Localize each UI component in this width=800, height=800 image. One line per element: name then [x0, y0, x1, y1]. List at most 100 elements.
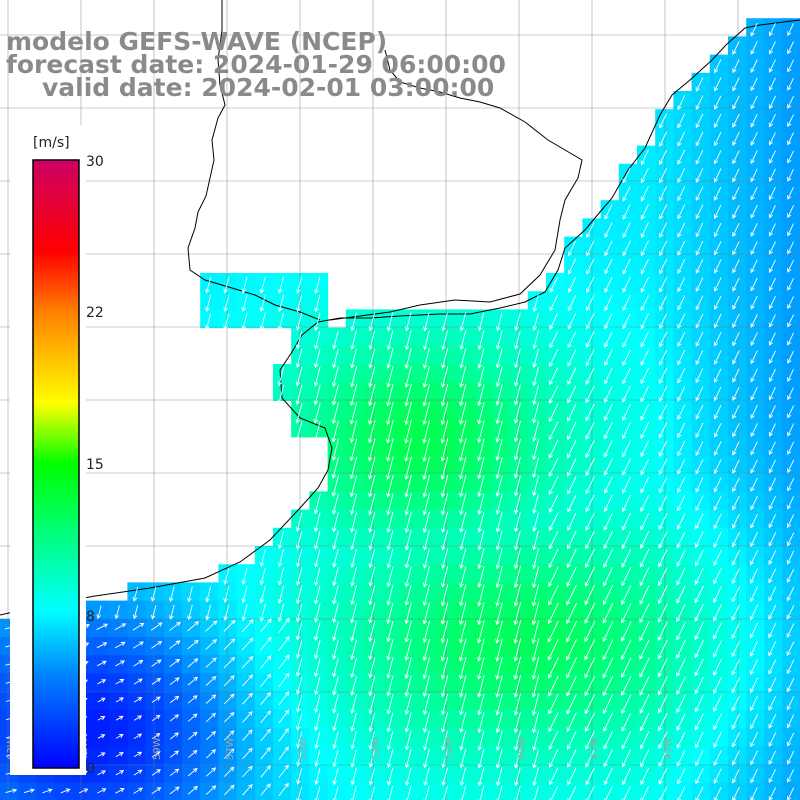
wind-arrow: [603, 530, 613, 550]
wind-arrow: [750, 386, 758, 401]
wind-arrow: [584, 584, 596, 606]
wind-arrow: [115, 679, 125, 685]
wind-arrow: [440, 493, 449, 516]
wind-arrow: [115, 715, 124, 721]
wind-arrow: [115, 752, 124, 757]
wind-arrow: [768, 623, 777, 639]
wind-arrow: [585, 512, 595, 531]
wind-arrow: [495, 566, 503, 589]
wind-arrow: [513, 420, 521, 443]
wind-arrow: [404, 474, 412, 498]
wind-arrow: [531, 602, 540, 626]
wind-arrow: [477, 366, 485, 388]
wind-arrow: [750, 477, 758, 492]
wind-arrow: [584, 548, 595, 569]
wind-arrow: [96, 605, 102, 620]
wind-arrow: [602, 694, 614, 715]
wind-arrow: [768, 550, 777, 566]
wind-arrow: [695, 131, 704, 147]
colorbar-tick-8: 8: [86, 609, 95, 625]
wind-arrow: [677, 149, 686, 165]
wind-arrow: [732, 313, 740, 329]
wind-arrow: [295, 549, 303, 568]
wind-arrow: [513, 493, 521, 515]
wind-arrow: [566, 530, 577, 550]
wind-arrow: [787, 314, 795, 328]
wind-arrow: [695, 113, 704, 129]
wind-arrow: [621, 531, 632, 550]
wind-arrow: [621, 675, 632, 697]
wind-arrow: [786, 659, 795, 675]
wind-arrow: [567, 749, 577, 768]
wind-arrow: [223, 784, 235, 796]
wind-arrow: [459, 584, 467, 607]
wind-arrow: [768, 641, 777, 657]
wind-arrow: [223, 693, 235, 705]
wind-arrow: [386, 712, 394, 733]
wind-arrow: [477, 330, 485, 350]
wind-arrow: [513, 711, 521, 734]
wind-arrow: [586, 258, 595, 275]
wind-arrow: [639, 731, 650, 750]
wind-arrow: [404, 730, 412, 751]
wind-arrow: [495, 512, 503, 533]
wind-arrow: [585, 403, 595, 422]
wind-arrow: [640, 367, 650, 385]
wind-arrow: [621, 585, 632, 605]
wind-arrow: [314, 694, 321, 714]
wind-arrow: [768, 314, 776, 328]
wind-arrow: [223, 675, 235, 687]
wind-arrow: [513, 638, 522, 663]
wind-arrow: [567, 385, 577, 404]
wind-arrow: [567, 767, 577, 786]
wind-arrow: [441, 785, 448, 800]
wind-arrow: [513, 438, 521, 461]
wind-arrow: [603, 712, 614, 732]
wind-arrow: [368, 712, 376, 733]
wind-arrow: [422, 675, 430, 698]
wind-arrow: [205, 312, 212, 331]
wind-arrow: [423, 330, 430, 351]
wind-arrow: [169, 677, 180, 686]
wind-arrow: [732, 223, 740, 238]
wind-arrow: [532, 420, 540, 443]
wind-arrow: [750, 350, 758, 365]
wind-arrow: [97, 770, 107, 776]
wind-arrow: [367, 438, 376, 462]
wind-arrow: [422, 548, 430, 569]
wind-arrow: [458, 438, 467, 462]
wind-arrow: [224, 730, 235, 741]
wind-arrow: [676, 621, 686, 641]
wind-arrow: [386, 584, 394, 606]
wind-arrow: [114, 605, 120, 620]
wind-arrow: [584, 639, 596, 661]
wind-arrow: [622, 404, 631, 421]
wind-arrow: [331, 366, 339, 388]
wind-arrow: [695, 441, 704, 457]
wind-arrow: [567, 240, 577, 257]
wind-arrow: [386, 530, 394, 551]
wind-arrow: [713, 768, 722, 784]
wind-arrow: [278, 782, 289, 797]
wind-arrow: [459, 330, 467, 351]
wind-arrow: [441, 348, 449, 370]
wind-arrow: [477, 767, 485, 787]
wind-arrow: [622, 458, 631, 476]
wind-arrow: [585, 421, 595, 440]
wind-arrow: [750, 295, 758, 310]
wind-cell: [782, 782, 800, 800]
wind-arrow: [658, 786, 668, 800]
wind-arrow: [368, 749, 376, 768]
wind-arrow: [260, 710, 272, 724]
wind-arrow: [187, 586, 193, 603]
wind-arrow: [695, 295, 704, 311]
wind-arrow: [658, 713, 668, 732]
wind-arrow: [640, 167, 649, 184]
wind-arrow: [731, 658, 741, 676]
wind-arrow: [768, 368, 776, 383]
wind-arrow: [259, 549, 266, 568]
wind-arrow: [223, 604, 230, 622]
wind-arrow: [786, 514, 795, 529]
wind-arrow: [658, 404, 668, 421]
wind-arrow: [768, 532, 777, 547]
